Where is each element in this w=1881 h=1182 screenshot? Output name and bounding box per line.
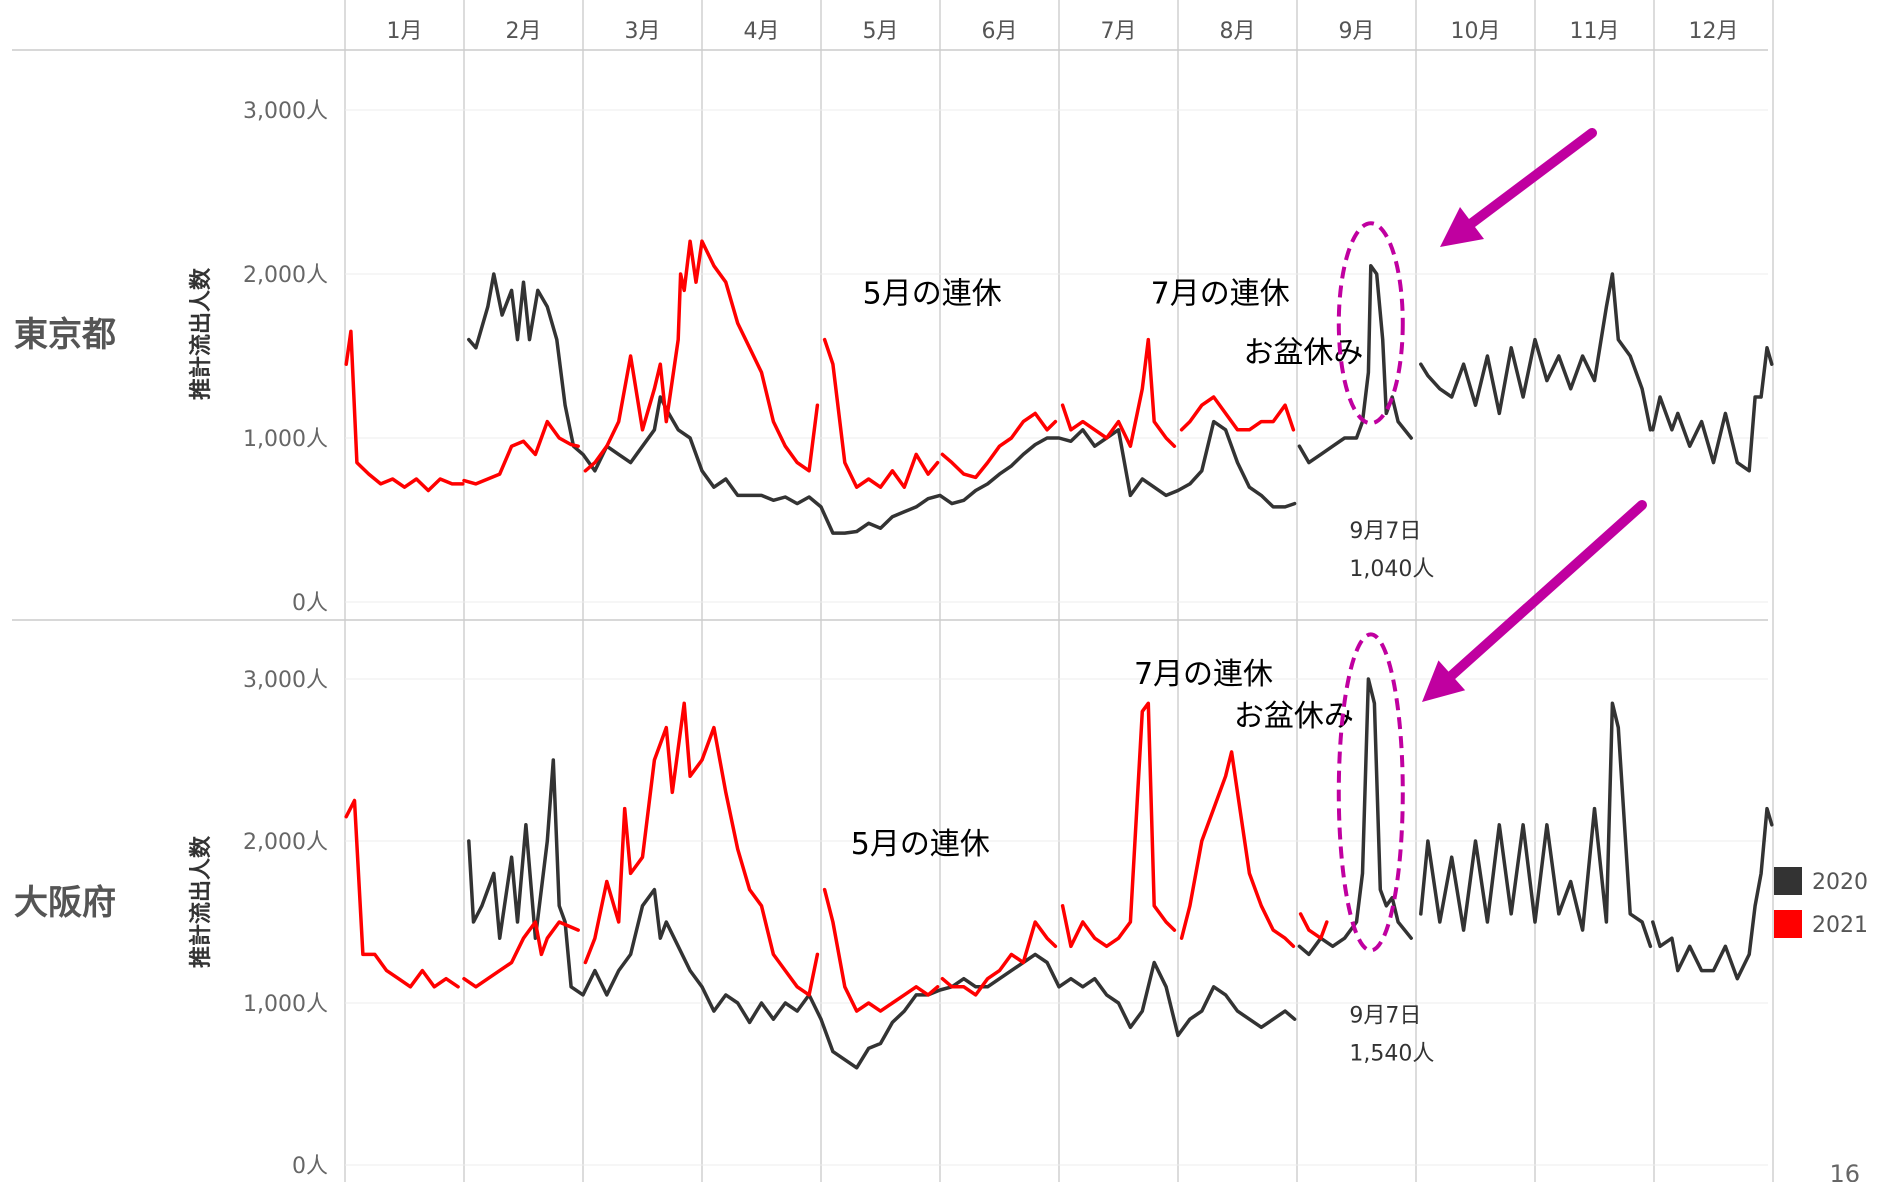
region-label: 東京都 xyxy=(14,315,116,355)
series-line-2021 xyxy=(822,337,940,489)
callout-label: 1,540人 xyxy=(1349,1041,1434,1066)
y-tick-label: 3,000人 xyxy=(243,668,328,693)
annotation-label: 5月の連休 xyxy=(851,827,990,862)
month-label: 9月 xyxy=(1339,19,1375,44)
region-label: 大阪府 xyxy=(14,883,116,923)
month-label: 3月 xyxy=(625,19,661,44)
series-line-2021 xyxy=(344,798,460,989)
month-label: 5月 xyxy=(863,19,899,44)
y-tick-label: 3,000人 xyxy=(243,99,328,124)
arrow-icon xyxy=(1467,128,1597,228)
month-label: 11月 xyxy=(1570,19,1620,44)
callout-label: 9月7日 xyxy=(1349,519,1421,544)
annotation-label: 7月の連休 xyxy=(1151,277,1290,312)
month-label: 8月 xyxy=(1220,19,1256,44)
annotation-label: 5月の連休 xyxy=(863,277,1002,312)
annotation-label: お盆休み xyxy=(1243,336,1363,371)
highlight-ellipse xyxy=(1336,221,1405,426)
y-tick-label: 0人 xyxy=(292,591,328,616)
series-line-2020 xyxy=(1419,272,1653,432)
series-line-2021 xyxy=(583,701,820,997)
series-line-2020 xyxy=(467,272,1297,535)
callout-label: 1,040人 xyxy=(1349,557,1434,582)
month-label: 2月 xyxy=(506,19,542,44)
y-tick-label: 1,000人 xyxy=(243,427,328,452)
annotation-label: お盆休み xyxy=(1234,699,1354,734)
legend-swatch xyxy=(1774,910,1802,938)
arrow-head-icon xyxy=(1440,207,1484,247)
series-line-2021 xyxy=(1060,337,1177,448)
series-line-2020 xyxy=(1651,806,1774,981)
legend-swatch xyxy=(1774,867,1802,895)
legend-label: 2021 xyxy=(1812,913,1868,938)
month-label: 7月 xyxy=(1101,19,1137,44)
series-line-2020 xyxy=(467,758,1297,1070)
series-line-2021 xyxy=(940,411,1058,480)
arrow-icon xyxy=(1446,500,1647,681)
series-line-2021 xyxy=(583,239,820,473)
highlight-ellipse xyxy=(1336,632,1405,953)
series-line-2021 xyxy=(344,329,465,493)
series-line-2021 xyxy=(822,887,940,1013)
y-tick-label: 0人 xyxy=(292,1154,328,1179)
series-line-2021 xyxy=(1179,750,1296,949)
month-label: 4月 xyxy=(744,19,780,44)
month-label: 12月 xyxy=(1689,19,1739,44)
series-line-2020 xyxy=(1419,701,1653,949)
series-line-2021 xyxy=(1179,395,1296,432)
series-line-2021 xyxy=(1298,912,1329,940)
series-line-2021 xyxy=(1060,701,1177,949)
annotation-label: 7月の連休 xyxy=(1134,657,1273,692)
page-number: 16 xyxy=(1829,1160,1860,1182)
series-line-2020 xyxy=(1651,346,1774,473)
month-label: 6月 xyxy=(982,19,1018,44)
month-label: 1月 xyxy=(387,19,423,44)
y-tick-label: 1,000人 xyxy=(243,992,328,1017)
series-line-2021 xyxy=(940,920,1058,997)
y-axis-label: 推計流出人数 xyxy=(188,267,214,400)
legend-label: 2020 xyxy=(1812,870,1868,895)
y-tick-label: 2,000人 xyxy=(243,263,328,288)
series-line-2021 xyxy=(462,920,580,989)
arrow-head-icon xyxy=(1422,660,1466,702)
series-line-2020 xyxy=(1297,677,1413,957)
y-tick-label: 2,000人 xyxy=(243,830,328,855)
series-line-2021 xyxy=(462,419,580,486)
y-axis-label: 推計流出人数 xyxy=(188,835,214,968)
month-label: 10月 xyxy=(1451,19,1501,44)
callout-label: 9月7日 xyxy=(1349,1003,1421,1028)
